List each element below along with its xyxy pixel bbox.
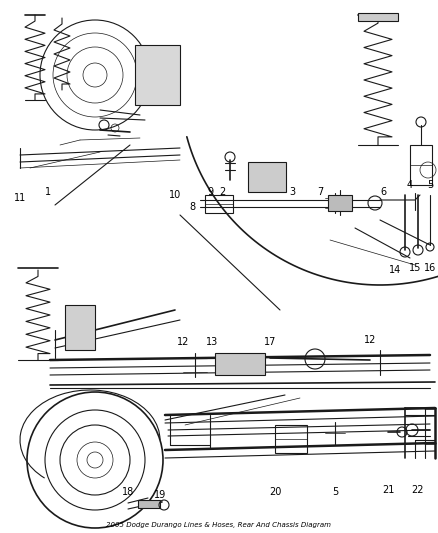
Text: 13: 13 [206,337,218,347]
Bar [135,45,180,105]
Bar [215,353,265,375]
Text: 5: 5 [427,180,433,190]
Text: 15: 15 [409,263,421,273]
Text: 6: 6 [380,187,386,197]
Text: 9: 9 [207,187,213,197]
Text: 2005 Dodge Durango Lines & Hoses, Rear And Chassis Diagram: 2005 Dodge Durango Lines & Hoses, Rear A… [106,522,332,528]
Text: 3: 3 [289,187,295,197]
Text: 5: 5 [332,487,338,497]
Text: 14: 14 [389,265,401,275]
Text: 12: 12 [177,337,189,347]
Bar [138,500,160,508]
Text: 7: 7 [317,187,323,197]
Text: 17: 17 [264,337,276,347]
Text: 8: 8 [189,202,195,212]
Bar [205,195,233,213]
Bar [65,305,95,350]
Text: 4: 4 [407,180,413,190]
Text: 12: 12 [364,335,376,345]
Bar [358,13,398,21]
Text: 20: 20 [269,487,281,497]
Bar [410,145,432,185]
Bar [328,195,352,211]
Text: 2: 2 [219,187,225,197]
Text: 11: 11 [14,193,26,203]
Text: 1: 1 [45,187,51,197]
Text: 19: 19 [154,490,166,500]
Text: 16: 16 [424,263,436,273]
Text: 21: 21 [382,485,394,495]
Bar [248,162,286,192]
Bar [275,425,307,453]
Text: 10: 10 [169,190,181,200]
Text: 18: 18 [122,487,134,497]
Text: 22: 22 [412,485,424,495]
